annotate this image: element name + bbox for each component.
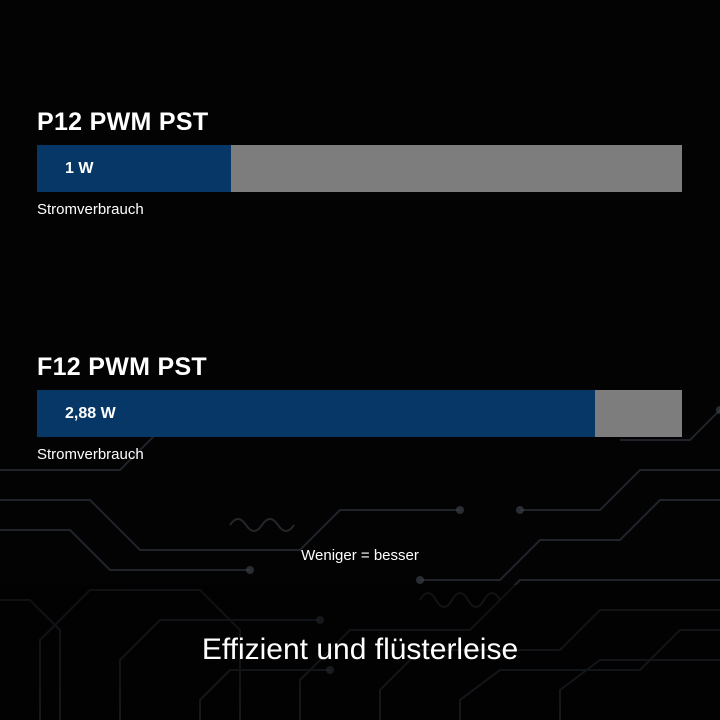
headline: Effizient und flüsterleise: [201, 633, 519, 666]
bar-track: 1 W: [37, 145, 682, 192]
bar-fill: [37, 390, 595, 437]
bar-value-label: 1 W: [65, 160, 94, 177]
metric-label: Stromverbrauch: [37, 446, 144, 463]
metric-label: Stromverbrauch: [37, 201, 144, 218]
bar-value-label: 2,88 W: [65, 405, 116, 422]
bar-category-label: P12 PWM PST: [37, 108, 209, 136]
bar-category-label: F12 PWM PST: [37, 353, 207, 381]
bar-fill: [37, 145, 231, 192]
bar-track: 2,88 W: [37, 390, 682, 437]
caption-band: [0, 585, 720, 720]
note-label: Weniger = besser: [301, 547, 419, 564]
